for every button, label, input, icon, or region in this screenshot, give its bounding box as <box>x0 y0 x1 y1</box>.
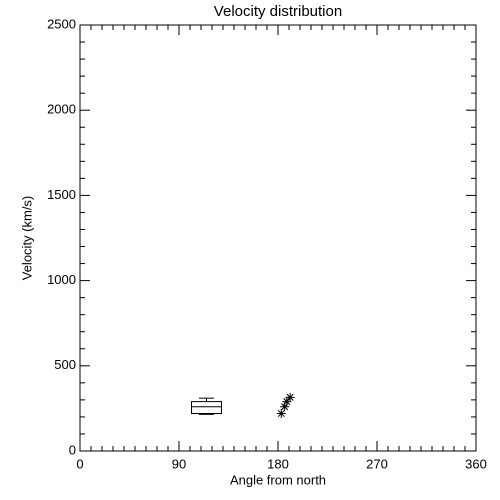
box-body <box>191 401 222 415</box>
y-tick-label: 1000 <box>47 272 76 287</box>
point <box>280 402 290 412</box>
x-tick-label: 360 <box>465 456 487 471</box>
plot-frame <box>79 24 477 452</box>
x-axis-label: Angle from north <box>230 472 326 487</box>
y-tick-label: 500 <box>54 357 76 372</box>
point <box>276 409 286 419</box>
chart-title: Velocity distribution <box>214 3 342 20</box>
x-tick-label: 90 <box>172 456 186 471</box>
point <box>285 392 295 402</box>
y-tick-label: 2000 <box>47 102 76 117</box>
y-tick-label: 2500 <box>47 16 76 31</box>
x-tick-label: 0 <box>76 456 83 471</box>
x-tick-label: 180 <box>267 456 289 471</box>
y-tick-label: 1500 <box>47 187 76 202</box>
point <box>282 397 292 407</box>
y-axis-label: Velocity (km/s) <box>19 196 34 281</box>
x-tick-label: 270 <box>366 456 388 471</box>
y-tick-label: 0 <box>69 442 76 457</box>
